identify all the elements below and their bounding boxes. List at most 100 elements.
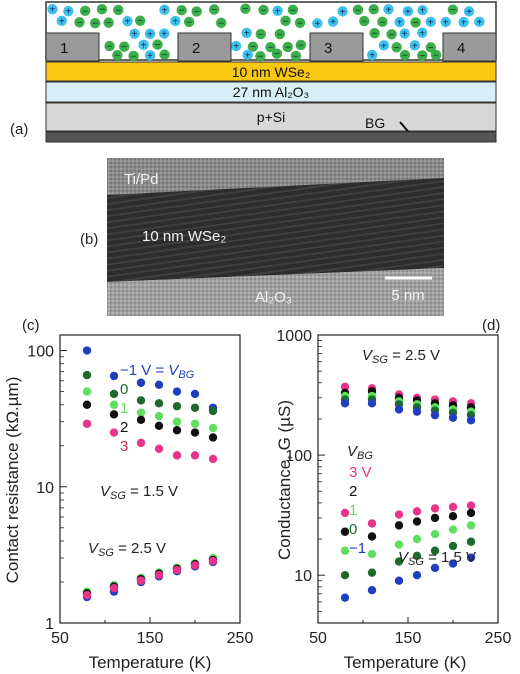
- data-point: [367, 568, 377, 577]
- data-point: [448, 559, 458, 568]
- ion-field: + + − − − + − − − − − + − + − − + + + − ++ − − − + − + − − − − + + − − + − + +…: [47, 3, 485, 63]
- anion: [352, 4, 364, 16]
- ion-sign: +: [419, 28, 425, 39]
- x-axis-title-d: Temperature (K): [344, 653, 467, 672]
- ion-sign: −: [106, 18, 112, 29]
- x-tick-label: 150: [137, 630, 164, 647]
- anion: [191, 6, 202, 17]
- legend-entry: 2: [120, 419, 128, 436]
- ion-sign: −: [258, 30, 264, 41]
- cation: [327, 16, 339, 27]
- data-point: [82, 370, 92, 380]
- data-point: [109, 410, 119, 419]
- y-axis-title-c: Contact resistance (kΩ.µm): [3, 377, 22, 584]
- ion-sign: −: [179, 6, 185, 17]
- data-point: [367, 586, 377, 595]
- data-point: [448, 502, 458, 512]
- anion: [271, 48, 283, 59]
- data-point: [412, 517, 422, 526]
- ion-sign: +: [476, 17, 482, 28]
- annotation-vsg-25: VSG = 2.5 V: [88, 540, 166, 559]
- ion-sign: −: [355, 5, 361, 16]
- ion-sign: −: [115, 5, 121, 16]
- anion: [287, 4, 299, 16]
- cation: [458, 16, 469, 28]
- ion-sign: −: [186, 17, 192, 28]
- anion: [74, 17, 85, 28]
- ion-sign: −: [285, 42, 291, 53]
- ion-sign: +: [161, 29, 167, 40]
- data-point: [466, 553, 476, 562]
- anion: [368, 4, 379, 15]
- anion: [119, 41, 130, 52]
- anion: [240, 3, 251, 14]
- data-point: [430, 546, 440, 555]
- anion: [103, 17, 114, 28]
- y-tick-label: 1: [45, 616, 54, 633]
- cation: [417, 4, 428, 16]
- cation: [63, 5, 74, 17]
- ion-sign: −: [389, 30, 395, 41]
- anion: [295, 39, 307, 51]
- ion-sign: −: [293, 51, 299, 62]
- cation: [337, 6, 348, 17]
- ion-sign: +: [172, 16, 178, 27]
- anion: [410, 17, 421, 28]
- ion-sign: +: [330, 17, 336, 28]
- cation: [474, 16, 485, 28]
- anion: [255, 28, 267, 40]
- contacts: 1 2 3 4: [45, 32, 497, 62]
- cation: [463, 6, 475, 17]
- cation: [138, 39, 149, 51]
- ion-sign: +: [405, 7, 411, 18]
- ion-sign: −: [433, 50, 439, 61]
- anion: [112, 49, 123, 61]
- panel-a: + + − − − + − − − − − + − + − − + + + − ++ − − − + − + − − − − + + − − + − + +…: [10, 1, 497, 143]
- contact-pad: [442, 32, 497, 62]
- ion-sign: −: [413, 18, 419, 29]
- data-point: [394, 521, 404, 530]
- cation: [312, 18, 323, 29]
- ion-sign: +: [162, 5, 168, 16]
- panel-label-a: (a): [10, 121, 28, 138]
- x-tick-label: 50: [51, 630, 69, 647]
- anion: [96, 4, 108, 15]
- cation: [47, 4, 58, 15]
- ion-sign: −: [268, 43, 274, 54]
- contact-pad: [309, 32, 364, 62]
- anion: [430, 49, 442, 61]
- cation: [399, 28, 410, 39]
- anion: [89, 17, 101, 29]
- ion-sign: +: [428, 17, 434, 28]
- anion: [282, 41, 293, 53]
- ion-sign: +: [412, 41, 418, 52]
- ion-sign: +: [147, 29, 153, 40]
- data-point: [448, 511, 458, 521]
- ion-sign: +: [381, 41, 387, 52]
- legend-d: 3 V 2 1 0 −1: [349, 464, 372, 557]
- legend-entry: 1: [120, 400, 128, 417]
- data-point: [430, 513, 440, 523]
- ion-sign: +: [141, 40, 147, 51]
- data-points-c: [82, 346, 218, 602]
- cation: [170, 15, 181, 27]
- legend-entry: −1: [349, 540, 366, 557]
- ion-sign: −: [218, 18, 224, 29]
- bg-label: BG: [365, 115, 385, 131]
- cation: [144, 28, 156, 40]
- tem-label-wse2: 10 nm WSe₂: [142, 228, 226, 245]
- data-point: [340, 399, 350, 408]
- panel-label-d: (d): [482, 317, 500, 334]
- data-point: [466, 537, 476, 546]
- data-points-d: [340, 382, 476, 602]
- data-point: [190, 419, 200, 428]
- ion-sign: +: [402, 29, 408, 40]
- plot-frame-d: [317, 334, 499, 624]
- data-point: [448, 541, 458, 551]
- data-point: [430, 563, 440, 573]
- y-tick-label: 100: [27, 344, 54, 361]
- data-point: [136, 438, 146, 448]
- data-point: [208, 556, 218, 566]
